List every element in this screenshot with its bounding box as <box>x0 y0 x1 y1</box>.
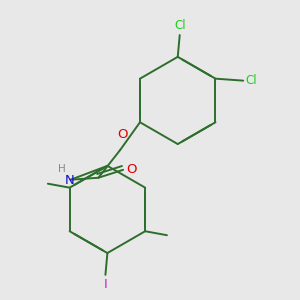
Text: H: H <box>58 164 66 174</box>
Text: Cl: Cl <box>174 19 185 32</box>
Text: O: O <box>126 163 136 176</box>
Text: I: I <box>103 278 107 291</box>
Text: N: N <box>65 174 74 187</box>
Text: O: O <box>117 128 128 141</box>
Text: Cl: Cl <box>245 74 257 87</box>
